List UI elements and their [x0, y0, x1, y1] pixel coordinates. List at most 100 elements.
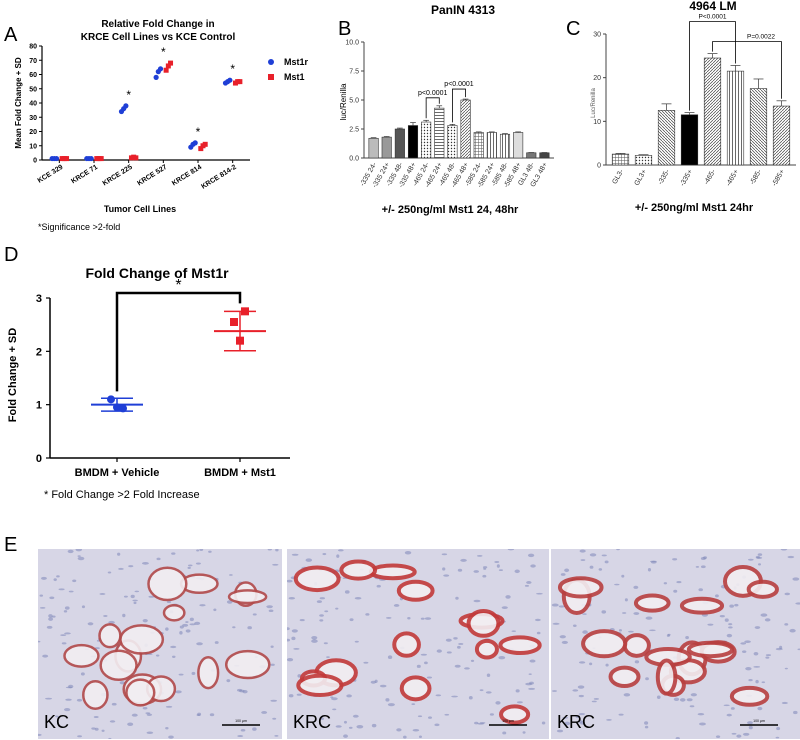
nucleus	[76, 698, 83, 702]
chart-a-ytick-label: 20	[29, 129, 37, 136]
chart-d-point	[230, 318, 238, 326]
chart-d-point	[241, 307, 249, 316]
nucleus	[346, 694, 352, 698]
nucleus	[385, 698, 390, 702]
nucleus	[551, 603, 559, 607]
nucleus	[344, 590, 350, 594]
chart-c-ytick-label: 20	[593, 75, 601, 82]
nucleus	[558, 605, 565, 608]
chart-c-xtick-label: -465-	[703, 168, 718, 186]
chart-d-point	[236, 336, 244, 345]
nucleus	[49, 596, 55, 600]
chart-a-point	[198, 146, 204, 152]
nucleus	[247, 626, 252, 630]
nucleus	[758, 563, 762, 566]
chart-c-xtick-label: -335-	[657, 168, 672, 186]
gland	[224, 649, 271, 680]
gland	[227, 589, 268, 605]
chart-c-bar	[611, 153, 630, 166]
nucleus	[723, 704, 730, 707]
chart-a-ytick-label: 0	[33, 158, 37, 165]
chart-a-point	[227, 77, 233, 83]
nucleus	[93, 715, 99, 719]
nucleus	[764, 618, 771, 622]
nucleus	[252, 727, 257, 731]
nucleus	[270, 663, 275, 666]
nucleus	[109, 720, 116, 723]
nucleus	[45, 697, 53, 700]
nucleus	[498, 656, 506, 660]
nucleus	[498, 569, 504, 571]
nucleus	[747, 721, 753, 725]
chart-b-annotation-label: p<0.0001	[418, 90, 447, 97]
nucleus	[316, 600, 322, 604]
nucleus	[496, 564, 500, 568]
nucleus	[266, 605, 273, 609]
nucleus	[58, 588, 65, 591]
chart-c-xlabel: +/- 250ng/ml Mst1 24hr	[635, 202, 754, 214]
chart-b-bar	[460, 99, 471, 159]
nucleus	[199, 549, 204, 551]
chart-c-ytick-label: 0	[597, 163, 601, 170]
gland	[729, 685, 770, 707]
nucleus	[649, 629, 656, 632]
nucleus	[672, 558, 678, 561]
nucleus	[736, 734, 742, 738]
gland	[746, 579, 779, 599]
chart-c-bar	[749, 88, 768, 166]
chart-a-point	[163, 67, 169, 73]
nucleus	[435, 694, 442, 697]
nucleus	[185, 621, 189, 623]
nucleus	[464, 667, 470, 670]
chart-a-point	[237, 79, 243, 85]
chart-d-xtick-label: BMDM + Mst1	[204, 467, 276, 479]
nucleus	[81, 605, 86, 609]
nucleus	[371, 723, 377, 728]
chart-b-title: PanIN 4313	[431, 3, 495, 17]
nucleus	[288, 694, 294, 698]
nucleus	[473, 570, 480, 573]
nucleus	[730, 707, 735, 710]
nucleus	[541, 721, 546, 725]
nucleus	[515, 689, 520, 693]
histology-label: KRC	[557, 712, 596, 732]
nucleus	[436, 649, 442, 653]
nucleus	[67, 549, 74, 554]
nucleus	[287, 627, 290, 631]
chart-a-ytick-label: 80	[29, 44, 37, 51]
gland	[293, 565, 341, 593]
chart-a-point	[165, 63, 171, 69]
chart-b-ytick-label: 0.0	[349, 156, 359, 163]
nucleus	[572, 689, 579, 692]
nucleus	[645, 677, 649, 681]
nucleus	[700, 565, 706, 569]
gland	[399, 675, 432, 702]
chart-a-ytick-label: 70	[29, 58, 37, 65]
chart-c: 4964 LM Luc/Renilla +/- 250ng/ml Mst1 24…	[591, 0, 796, 214]
nucleus	[352, 714, 359, 718]
nucleus	[525, 682, 533, 686]
chart-b-annotation-label: p<0.0001	[444, 81, 473, 88]
nucleus	[51, 615, 56, 618]
nucleus	[589, 662, 593, 666]
nucleus	[356, 724, 364, 729]
nucleus	[526, 581, 532, 584]
nucleus	[742, 650, 747, 653]
nucleus	[337, 549, 344, 552]
chart-a-ylabel: Mean Fold Change + SD	[14, 57, 23, 149]
nucleus	[363, 661, 369, 664]
nucleus	[171, 552, 176, 555]
nucleus	[753, 652, 759, 656]
nucleus	[418, 735, 422, 738]
nucleus	[60, 634, 67, 637]
gland	[368, 563, 417, 581]
nucleus	[559, 635, 566, 639]
chart-a-point	[123, 103, 129, 109]
nucleus	[168, 735, 174, 739]
nucleus	[747, 558, 754, 561]
nucleus	[119, 681, 125, 685]
nucleus	[685, 636, 689, 640]
nucleus	[505, 595, 511, 599]
gland	[679, 596, 725, 615]
scale-bar-label: 100 µm	[502, 719, 514, 723]
